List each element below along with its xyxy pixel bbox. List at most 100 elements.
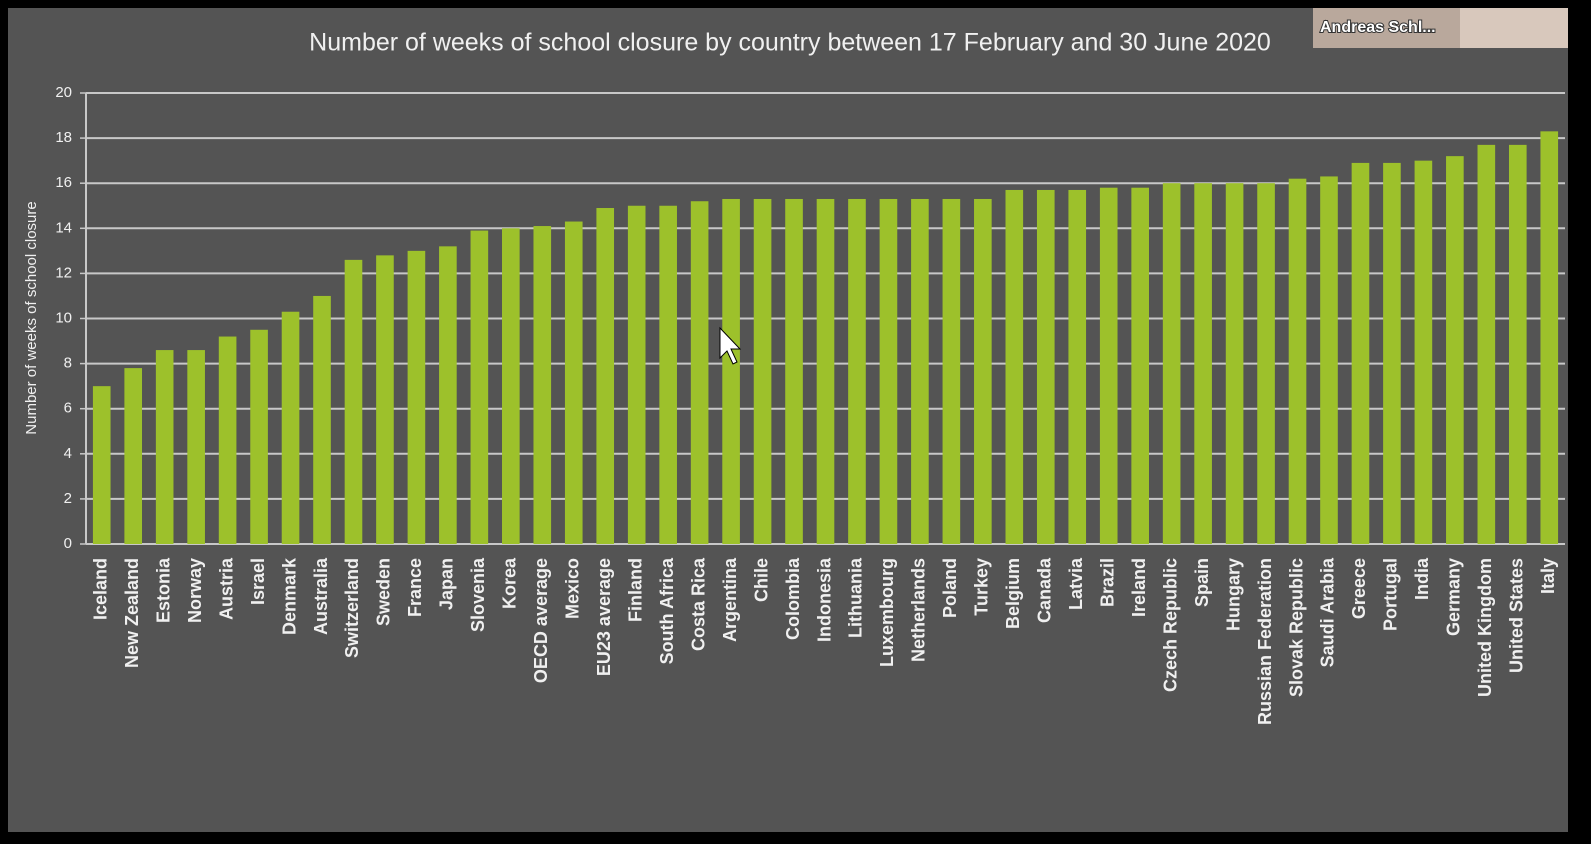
x-tick-label: Canada	[1035, 557, 1055, 623]
bar	[942, 198, 961, 545]
x-tick-label: Belgium	[1003, 558, 1023, 629]
x-tick-label: Greece	[1349, 558, 1369, 619]
mouse-cursor	[719, 326, 742, 365]
bar	[722, 198, 740, 545]
x-tick-label: Spain	[1192, 558, 1212, 607]
x-tick-label: Italy	[1538, 558, 1558, 594]
bar	[439, 246, 457, 544]
x-tick-label: Costa Rica	[688, 557, 708, 651]
bar	[659, 205, 677, 544]
x-tick-label: South Africa	[657, 557, 677, 664]
bar	[879, 198, 898, 545]
bar	[627, 205, 646, 544]
y-tick-label: 14	[55, 219, 72, 236]
y-tick-label: 2	[64, 490, 72, 507]
bar	[1099, 187, 1118, 544]
x-tick-label: EU23 average	[594, 558, 614, 676]
x-tick-label: France	[405, 558, 425, 617]
bar	[564, 221, 583, 544]
bar	[376, 255, 394, 545]
bar	[911, 198, 929, 545]
bar	[1477, 144, 1496, 545]
x-tick-label: Czech Republic	[1160, 558, 1180, 692]
bar	[1320, 176, 1338, 544]
x-tick-label: Portugal	[1381, 558, 1401, 631]
x-tick-label: Germany	[1444, 558, 1464, 636]
bar	[218, 336, 237, 544]
x-tick-label: Indonesia	[814, 557, 834, 642]
bar	[785, 198, 803, 545]
x-tick-label: Luxembourg	[877, 558, 897, 667]
bar	[1288, 178, 1307, 544]
x-tick-label: Slovenia	[468, 557, 488, 632]
bar	[250, 329, 268, 544]
y-axis-label: Number of weeks of school closure	[23, 201, 40, 434]
bar	[124, 368, 143, 544]
x-tick-label: Estonia	[153, 557, 173, 623]
x-tick-label: Norway	[185, 558, 205, 623]
bar	[1068, 189, 1087, 544]
y-tick-label: 18	[55, 129, 72, 146]
x-tick-label: Australia	[311, 557, 331, 635]
bar	[344, 259, 363, 544]
y-tick-label: 6	[64, 400, 72, 417]
x-tick-label: Japan	[437, 558, 457, 610]
x-tick-label: Chile	[751, 558, 771, 602]
y-tick-label: 10	[55, 309, 72, 326]
x-tick-label: Netherlands	[909, 558, 929, 662]
x-tick-label: Russian Federation	[1255, 558, 1275, 725]
bar	[281, 311, 300, 544]
x-tick-label: Colombia	[783, 557, 803, 640]
y-tick-label: 0	[64, 535, 72, 552]
x-tick-label: Mexico	[563, 558, 583, 619]
x-tick-label: Korea	[500, 557, 520, 609]
x-tick-label: Argentina	[720, 557, 740, 642]
x-tick-label: Lithuania	[846, 557, 866, 638]
bar	[816, 198, 835, 545]
bar	[1446, 156, 1464, 544]
y-tick-label: 12	[55, 264, 72, 281]
bar	[1508, 144, 1527, 545]
x-tick-label: OECD average	[531, 558, 551, 683]
video-face	[1460, 8, 1568, 48]
x-tick-label: Iceland	[90, 558, 110, 620]
bar	[596, 208, 615, 544]
bar	[1540, 131, 1559, 544]
x-tick-label: Brazil	[1097, 558, 1117, 607]
x-tick-label: Saudi Arabia	[1318, 557, 1338, 667]
x-tick-label: United Kingdom	[1475, 558, 1495, 697]
x-tick-label: India	[1412, 557, 1432, 600]
x-tick-label: Turkey	[972, 558, 992, 616]
bar	[313, 295, 331, 544]
y-tick-label: 16	[55, 174, 72, 191]
bar	[1131, 187, 1149, 544]
bar	[974, 198, 992, 545]
plot-area: 0 2 4 6 8 10 12 14 16 18 20 Iceland New Zealand Eston…	[55, 84, 1565, 725]
x-tick-label: Latvia	[1066, 557, 1086, 610]
participant-name: Andreas Schl...	[1320, 19, 1436, 36]
x-tick-label: Denmark	[279, 557, 299, 635]
x-tick-label: Ireland	[1129, 558, 1149, 617]
bar	[690, 201, 709, 545]
bar	[1414, 160, 1433, 544]
x-tick-label: Israel	[248, 558, 268, 605]
chart-title: Number of weeks of school closure by cou…	[309, 29, 1271, 57]
bar	[92, 386, 111, 544]
bar	[848, 198, 866, 545]
bar	[1005, 189, 1024, 544]
bar	[1225, 183, 1244, 544]
x-tick-label: New Zealand	[122, 558, 142, 668]
bar	[753, 198, 772, 545]
x-tick-label: Poland	[940, 558, 960, 618]
x-tick-label: Austria	[216, 557, 236, 620]
bar	[533, 226, 552, 545]
x-tick-label: Switzerland	[342, 558, 362, 658]
y-tick-label: 20	[55, 84, 72, 101]
bar	[155, 350, 174, 544]
bar	[1351, 162, 1370, 544]
x-tick-label: Sweden	[374, 558, 394, 626]
bar	[1194, 183, 1212, 544]
bar	[1383, 162, 1401, 544]
